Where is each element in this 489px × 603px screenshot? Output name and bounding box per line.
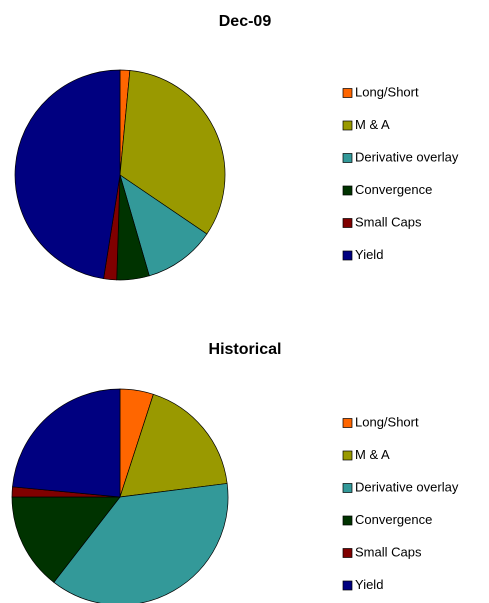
legend-label: M & A — [355, 117, 390, 132]
pie-slice — [119, 70, 226, 235]
legend-label: Convergence — [355, 512, 432, 527]
legend-swatch — [342, 483, 353, 493]
chart-title: Dec-09 — [219, 13, 272, 30]
legend-swatch — [342, 450, 353, 461]
legend-label: Small Caps — [355, 214, 422, 229]
pie-slice — [14, 69, 121, 280]
legend-label: Long/Short — [355, 84, 419, 99]
legend-label: Yield — [355, 247, 383, 262]
legend-label: M & A — [355, 447, 390, 462]
chart-title: Historical — [209, 341, 282, 358]
legend-label: Long/Short — [355, 414, 419, 429]
pie-slice — [53, 483, 229, 603]
legend-label: Derivative overlay — [355, 149, 459, 164]
pie-slice — [119, 174, 208, 277]
legend-swatch — [342, 153, 353, 163]
legend-swatch — [342, 515, 353, 526]
legend-label: Convergence — [355, 182, 432, 197]
pie-slice — [12, 388, 121, 498]
pie-slice — [11, 496, 121, 583]
legend-swatch — [342, 250, 353, 261]
legend-swatch — [342, 120, 353, 131]
legend-label: Derivative overlay — [355, 479, 459, 494]
legend-swatch — [342, 88, 353, 98]
legend-swatch — [342, 218, 353, 228]
legend-label: Yield — [355, 577, 383, 592]
legend-label: Small Caps — [355, 544, 422, 559]
legend-swatch — [342, 580, 353, 591]
legend-swatch — [342, 418, 353, 428]
legend-swatch — [342, 548, 353, 558]
legend-swatch — [342, 185, 353, 196]
pie-slice — [119, 393, 228, 498]
